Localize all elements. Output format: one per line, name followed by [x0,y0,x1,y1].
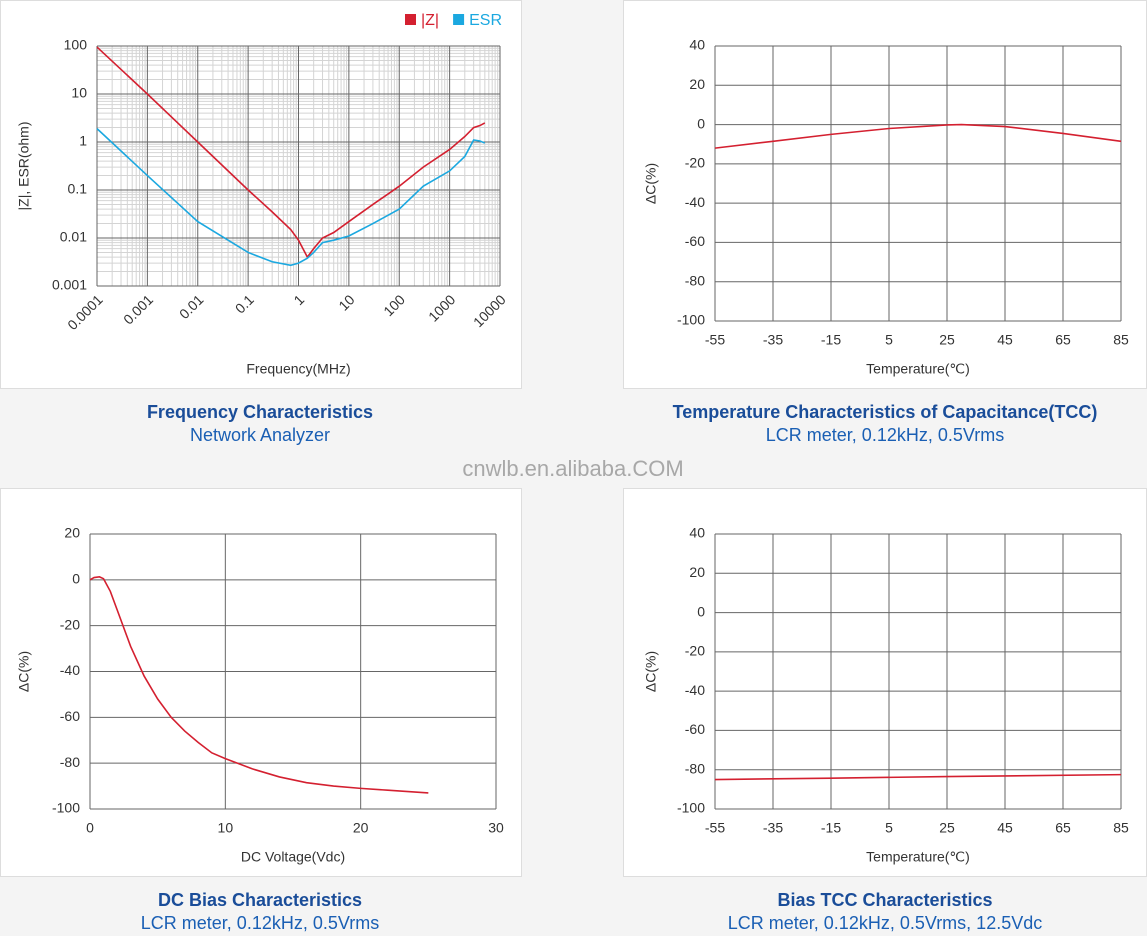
x-tick-label: 20 [353,820,369,836]
x-tick-label: 65 [1055,332,1071,348]
y-tick-label: -20 [60,616,80,632]
x-tick-label: 25 [939,820,955,836]
legend-swatch [405,14,416,25]
data-line [714,773,1122,781]
y-tick-label: 20 [689,76,705,92]
caption-title: Bias TCC Characteristics [777,890,992,910]
legend-label: |Z| [421,12,439,29]
y-tick-label: 0 [72,571,80,587]
y-tick-label: 100 [64,37,88,53]
y-tick-label: -100 [677,800,705,816]
x-tick-label: 5 [885,332,893,348]
x-tick-label: -55 [705,820,725,836]
caption-subtitle: LCR meter, 0.12kHz, 0.5Vrms [141,913,379,933]
panel [0,488,522,877]
y-tick-label: 20 [64,525,80,541]
caption-subtitle: Network Analyzer [190,425,330,445]
x-axis-label: Frequency(MHz) [246,361,350,377]
y-tick-label: -40 [60,662,80,678]
panel [623,0,1147,389]
y-tick-label: -20 [685,155,705,171]
data-line [89,576,429,794]
data-line [96,46,486,259]
y-axis-label: |Z|, ESR(ohm) [16,122,32,211]
x-tick-label: -55 [705,332,725,348]
y-tick-label: 0.01 [60,229,87,245]
y-tick-label: -40 [685,682,705,698]
x-tick-label: 30 [488,820,504,836]
y-tick-label: -20 [685,643,705,659]
x-axis-label: Temperature(℃) [866,361,970,377]
y-axis-label: ΔC(%) [16,651,32,692]
x-tick-label: 10 [218,820,234,836]
x-tick-label: -35 [763,332,783,348]
x-tick-label: -15 [821,332,841,348]
x-tick-label: 45 [997,820,1013,836]
y-tick-label: 1 [79,133,87,149]
y-tick-label: 0.1 [68,181,88,197]
legend-label: ESR [469,12,502,29]
watermark: cnwlb.en.alibaba.COM [462,456,683,481]
x-tick-label: 0 [86,820,94,836]
x-tick-label: 25 [939,332,955,348]
legend-swatch [453,14,465,25]
y-tick-label: 10 [71,85,87,101]
y-tick-label: -100 [677,312,705,328]
x-tick-label: 85 [1113,332,1129,348]
caption-title: Temperature Characteristics of Capacitan… [673,402,1098,422]
x-tick-label: 5 [885,820,893,836]
x-axis-label: Temperature(℃) [866,849,970,865]
y-tick-label: 20 [689,564,705,580]
y-axis-label: ΔC(%) [643,163,659,204]
x-tick-label: 45 [997,332,1013,348]
y-tick-label: -100 [52,800,80,816]
y-tick-label: -60 [60,708,80,724]
y-tick-label: -80 [685,272,705,288]
y-tick-label: 0.001 [52,277,87,293]
y-tick-label: 40 [689,37,705,53]
y-tick-label: -60 [685,721,705,737]
y-tick-label: -80 [685,760,705,776]
y-tick-label: -60 [685,233,705,249]
x-tick-label: -15 [821,820,841,836]
y-tick-label: -40 [685,194,705,210]
data-line [714,123,1122,149]
y-tick-label: -80 [60,754,80,770]
y-tick-label: 0 [697,603,705,619]
data-line [96,128,486,267]
caption-subtitle: LCR meter, 0.12kHz, 0.5Vrms, 12.5Vdc [728,913,1042,933]
caption-title: DC Bias Characteristics [158,890,362,910]
x-tick-label: 65 [1055,820,1071,836]
y-tick-label: 40 [689,525,705,541]
x-tick-label: -35 [763,820,783,836]
x-tick-label: 85 [1113,820,1129,836]
caption-subtitle: LCR meter, 0.12kHz, 0.5Vrms [766,425,1004,445]
x-axis-label: DC Voltage(Vdc) [241,849,345,865]
y-axis-label: ΔC(%) [643,651,659,692]
y-tick-label: 0 [697,115,705,131]
caption-title: Frequency Characteristics [147,402,373,422]
panel [623,488,1147,877]
